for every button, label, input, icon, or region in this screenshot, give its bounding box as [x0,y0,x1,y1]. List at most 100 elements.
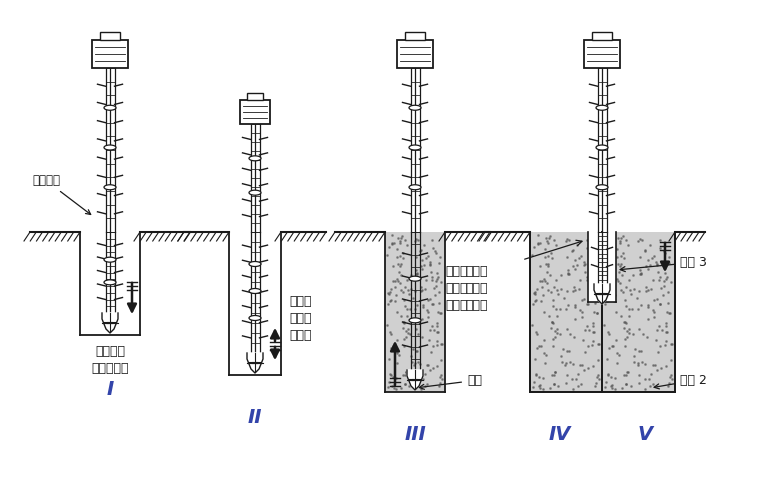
Point [575,361,587,369]
Point [654,323,666,330]
Point [554,306,566,313]
Point [422,313,434,321]
Point [429,283,442,290]
Point [566,375,578,383]
Point [611,253,623,261]
Point [410,266,423,274]
Point [549,333,561,341]
Point [431,319,443,327]
Point [414,375,426,383]
Point [529,356,541,363]
Point [527,289,540,297]
Point [574,361,586,369]
Point [578,366,591,374]
Point [430,249,442,257]
Point [391,349,404,357]
Point [559,305,572,312]
Point [632,361,644,369]
Point [623,329,635,336]
Point [604,232,616,240]
Point [601,288,613,295]
Polygon shape [102,313,118,333]
Ellipse shape [596,145,608,150]
Ellipse shape [596,105,608,110]
Point [531,344,543,351]
Point [419,382,431,390]
Point [605,383,617,390]
Point [611,359,623,367]
Point [418,241,430,249]
Point [634,235,646,243]
Point [545,288,557,296]
Point [398,336,410,343]
Point [562,269,574,277]
Point [559,237,572,245]
Point [415,284,427,291]
Point [641,265,654,273]
Point [582,285,594,292]
Point [589,382,601,390]
Point [654,274,666,281]
Point [616,272,628,279]
Point [527,384,539,391]
Point [398,342,410,350]
Point [614,262,626,270]
Ellipse shape [409,185,421,190]
Point [613,351,625,359]
Point [600,378,613,386]
Point [411,301,423,309]
Point [388,240,400,247]
Bar [385,232,445,392]
Point [563,236,575,243]
Point [545,324,557,332]
Point [612,277,624,285]
Point [543,286,555,294]
Point [619,342,631,350]
Point [655,285,667,292]
Point [634,266,646,274]
Point [567,246,579,253]
Point [569,256,581,264]
Point [548,371,560,379]
Point [620,380,632,387]
Point [628,271,640,279]
Point [382,289,394,297]
Point [659,269,671,276]
Point [575,252,587,260]
Point [435,340,448,348]
Point [390,385,402,393]
Point [416,301,429,309]
Point [574,276,586,284]
Point [660,308,673,315]
Point [663,259,675,267]
Point [539,359,551,367]
Point [388,382,400,389]
Point [601,297,613,305]
Point [569,301,581,309]
Point [395,312,407,320]
Point [566,247,578,255]
Point [609,385,621,393]
Point [592,340,604,348]
Point [401,312,413,320]
Point [426,342,439,350]
Point [424,366,436,374]
Point [660,337,672,345]
Point [575,380,587,388]
Point [583,326,595,334]
Point [584,291,597,299]
Point [416,315,429,323]
Point [634,252,646,260]
Point [431,322,443,329]
Point [532,240,544,248]
Polygon shape [594,284,610,304]
Point [425,268,437,276]
Point [394,268,406,276]
Point [549,241,562,249]
Point [391,275,404,283]
Point [564,330,576,337]
Point [386,232,398,240]
Point [571,241,583,249]
Bar [584,40,620,68]
Point [600,300,612,308]
